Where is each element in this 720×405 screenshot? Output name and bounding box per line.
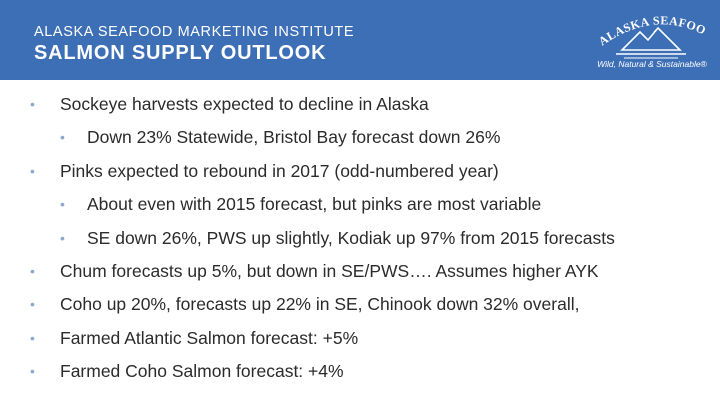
logo-mark-icon: ALASKA SEAFOOD <box>588 6 708 59</box>
bullet-text: Chum forecasts up 5%, but down in SE/PWS… <box>60 260 599 281</box>
bullet-marker-icon: • <box>60 129 65 146</box>
bullet-marker-icon: • <box>30 296 35 313</box>
bullet-marker-icon: • <box>30 262 35 279</box>
bullet-item: • Farmed Coho Salmon forecast: +4% <box>0 359 720 392</box>
bullet-text: Farmed Coho Salmon forecast: +4% <box>60 361 344 382</box>
sub-bullet-item: • Down 23% Statewide, Bristol Bay forecas… <box>0 125 720 158</box>
org-name: ALASKA SEAFOOD MARKETING INSTITUTE <box>34 24 355 40</box>
bullet-marker-icon: • <box>30 329 35 346</box>
bullet-text: Coho up 20%, forecasts up 22% in SE, Chi… <box>60 294 580 315</box>
header-bar: ALASKA SEAFOOD MARKETING INSTITUTE SALMO… <box>0 0 720 80</box>
bullet-marker-icon: • <box>60 229 65 246</box>
bullet-text: About even with 2015 forecast, but pinks… <box>87 194 542 215</box>
bullet-item: • Coho up 20%, forecasts up 22% in SE, Ch… <box>0 292 720 325</box>
bullet-text: Farmed Atlantic Salmon forecast: +5% <box>60 327 359 348</box>
alaska-seafood-logo: ALASKA SEAFOOD Wild, Natural & Sustainab… <box>588 6 716 74</box>
sub-bullet-item: • About even with 2015 forecast, but pink… <box>0 192 720 225</box>
bullet-text: Down 23% Statewide, Bristol Bay forecast… <box>87 127 501 148</box>
slide-title: SALMON SUPPLY OUTLOOK <box>34 42 327 64</box>
bullet-item: • Chum forecasts up 5%, but down in SE/PW… <box>0 259 720 292</box>
bullet-marker-icon: • <box>60 196 65 213</box>
sub-bullet-item: • SE down 26%, PWS up slightly, Kodiak up… <box>0 226 720 259</box>
bullet-item: • Pinks expected to rebound in 2017 (odd-… <box>0 159 720 192</box>
bullet-text: SE down 26%, PWS up slightly, Kodiak up … <box>87 227 615 248</box>
bullet-item: • Farmed Atlantic Salmon forecast: +5% <box>0 326 720 359</box>
bullet-list: • Sockeye harvests expected to decline in… <box>0 92 720 393</box>
bullet-item: • Sockeye harvests expected to decline in… <box>0 92 720 125</box>
bullet-text: Pinks expected to rebound in 2017 (odd-n… <box>60 160 499 181</box>
bullet-marker-icon: • <box>30 162 35 179</box>
svg-text:ALASKA SEAFOOD: ALASKA SEAFOOD <box>588 6 708 48</box>
bullet-marker-icon: • <box>30 363 35 380</box>
bullet-text: Sockeye harvests expected to decline in … <box>60 94 429 114</box>
logo-wordmark: ALASKA SEAFOOD <box>588 6 708 48</box>
bullet-marker-icon: • <box>30 96 35 112</box>
logo-tagline: Wild, Natural & Sustainable® <box>597 59 707 69</box>
